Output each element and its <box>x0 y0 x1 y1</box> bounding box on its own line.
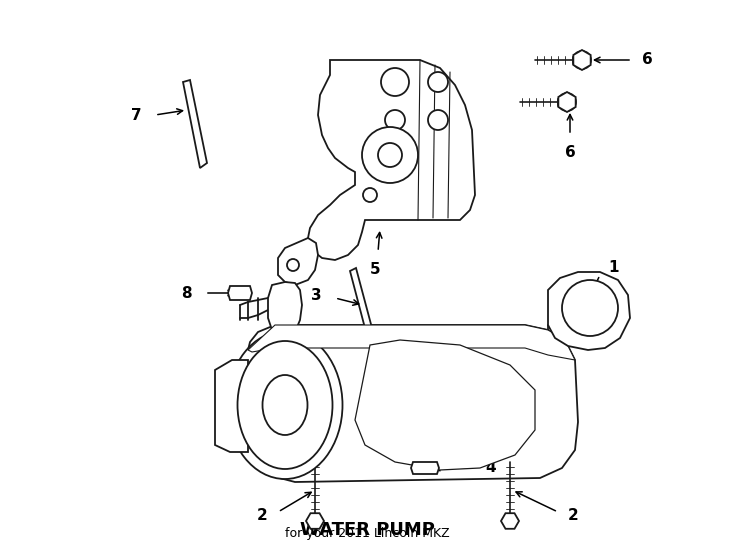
Ellipse shape <box>263 375 308 435</box>
Circle shape <box>381 68 409 96</box>
Circle shape <box>428 72 448 92</box>
Ellipse shape <box>228 331 343 479</box>
Text: 3: 3 <box>311 288 322 303</box>
Circle shape <box>378 143 402 167</box>
Ellipse shape <box>558 93 576 111</box>
Ellipse shape <box>502 516 518 526</box>
Polygon shape <box>306 513 324 529</box>
Ellipse shape <box>307 516 323 526</box>
Polygon shape <box>308 60 475 260</box>
Polygon shape <box>559 92 575 112</box>
Ellipse shape <box>238 341 333 469</box>
Text: 5: 5 <box>370 262 380 277</box>
Polygon shape <box>501 513 519 529</box>
Text: for your 2011 Lincoln MKZ: for your 2011 Lincoln MKZ <box>285 527 449 540</box>
Circle shape <box>562 280 618 336</box>
Text: 1: 1 <box>608 260 619 275</box>
Text: WATER PUMP: WATER PUMP <box>299 521 435 539</box>
Polygon shape <box>355 340 535 470</box>
Text: 2: 2 <box>257 509 268 523</box>
Circle shape <box>362 127 418 183</box>
Circle shape <box>385 110 405 130</box>
Text: 7: 7 <box>131 107 142 123</box>
Polygon shape <box>548 272 630 350</box>
Polygon shape <box>573 50 591 70</box>
Polygon shape <box>228 286 252 300</box>
Text: 4: 4 <box>485 461 495 476</box>
Circle shape <box>287 259 299 271</box>
Polygon shape <box>183 80 207 168</box>
Text: 6: 6 <box>564 145 575 160</box>
Polygon shape <box>245 325 578 482</box>
Polygon shape <box>268 282 302 335</box>
Text: 8: 8 <box>181 286 192 300</box>
Circle shape <box>363 188 377 202</box>
Text: 6: 6 <box>642 52 653 68</box>
Polygon shape <box>248 325 575 360</box>
Text: 2: 2 <box>568 509 578 523</box>
Polygon shape <box>411 462 439 474</box>
Circle shape <box>428 110 448 130</box>
Ellipse shape <box>573 51 591 69</box>
Polygon shape <box>278 238 318 285</box>
Polygon shape <box>215 360 248 452</box>
Polygon shape <box>350 268 372 332</box>
